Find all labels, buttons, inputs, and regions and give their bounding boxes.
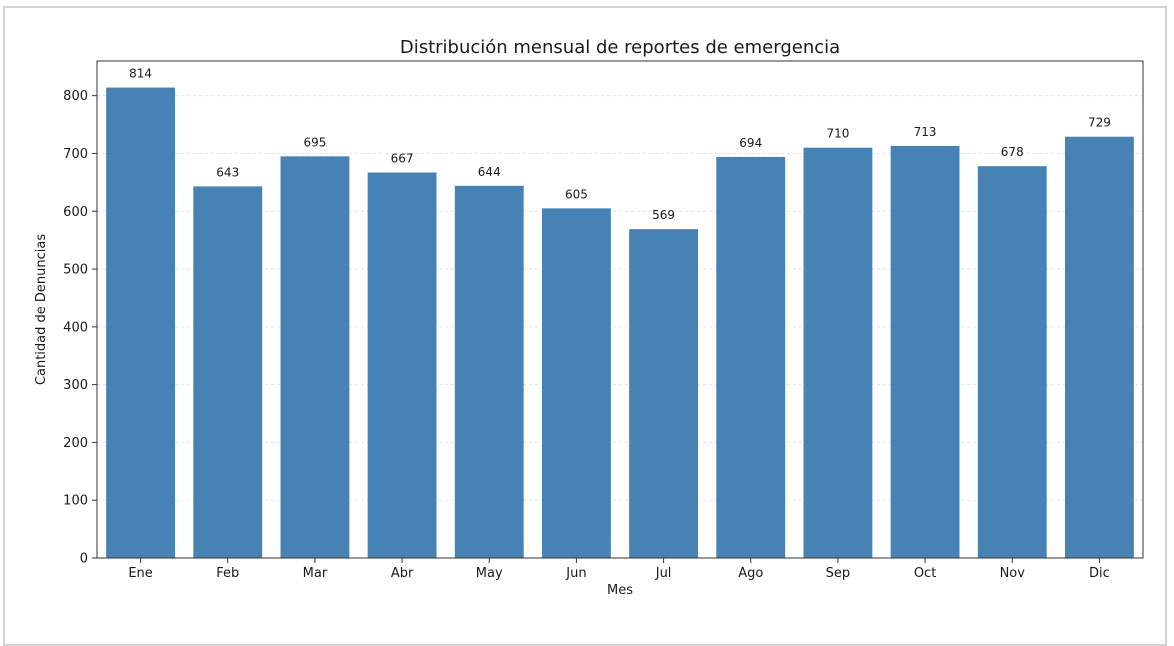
x-tick-label-oct: Oct: [914, 566, 936, 581]
x-tick-label-ago: Ago: [738, 566, 763, 581]
data-label-oct: 713: [914, 125, 937, 139]
y-tick-label: 200: [63, 436, 88, 451]
y-axis: 0 100 200 300 400 500 600 700 800: [63, 89, 97, 567]
bar-feb: [193, 186, 263, 558]
bar-sep: [803, 147, 873, 559]
data-labels: 814 643 695 667 644 605 569 694 710 713 678 729: [129, 67, 1111, 223]
bar-may: [454, 185, 524, 558]
data-label-dic: 729: [1088, 116, 1111, 130]
x-tick-label-abr: Abr: [391, 566, 414, 581]
data-label-ago: 694: [739, 136, 762, 150]
data-label-jun: 605: [565, 187, 588, 201]
chart-title: Distribución mensual de reportes de emer…: [400, 37, 840, 58]
y-tick-label: 700: [63, 147, 88, 162]
bar-chart: 814 643 695 667 644 605 569 694 710 713 678 729 0 10…: [34, 37, 1144, 598]
data-label-sep: 710: [826, 127, 849, 141]
bar-dic: [1064, 136, 1134, 558]
grid-lines: [97, 95, 1143, 501]
plot-area-border: [96, 60, 1144, 559]
x-tick-label-dic: Dic: [1089, 566, 1110, 581]
bar-jul: [629, 229, 699, 558]
x-tick-label-ene: Ene: [128, 566, 152, 581]
y-tick-label: 800: [63, 89, 88, 104]
y-tick-label: 600: [63, 205, 88, 220]
x-tick-label-nov: Nov: [1000, 566, 1026, 581]
data-label-abr: 667: [391, 152, 414, 166]
y-tick-label: 400: [63, 320, 88, 335]
x-axis-label: Mes: [607, 583, 633, 598]
bars: [106, 87, 1134, 559]
x-tick-label-jul: Jul: [655, 566, 672, 581]
bar-ago: [716, 156, 786, 558]
data-label-feb: 643: [216, 165, 239, 179]
data-label-may: 644: [478, 165, 501, 179]
bar-mar: [280, 156, 350, 558]
x-tick-label-jun: Jun: [565, 566, 586, 581]
y-tick-label: 0: [80, 552, 88, 567]
x-tick-label-may: May: [476, 566, 503, 581]
bar-abr: [367, 172, 437, 558]
bar-nov: [977, 166, 1047, 558]
y-tick-label: 500: [63, 263, 88, 278]
bar-oct: [890, 145, 960, 558]
x-tick-label-mar: Mar: [303, 566, 328, 581]
data-label-mar: 695: [303, 135, 326, 149]
y-tick-label: 300: [63, 378, 88, 393]
x-tick-label-feb: Feb: [216, 566, 239, 581]
x-tick-label-sep: Sep: [826, 566, 851, 581]
y-axis-label: Cantidad de Denuncias: [34, 234, 49, 385]
data-label-ene: 814: [129, 67, 152, 81]
bar-ene: [106, 87, 176, 559]
data-label-jul: 569: [652, 208, 675, 222]
y-tick-label: 100: [63, 494, 88, 509]
bar-jun: [541, 208, 611, 558]
data-label-nov: 678: [1001, 145, 1024, 159]
x-axis: Ene Feb Mar Abr May Jun Jul Ago Sep Oct Nov Dic: [128, 558, 1110, 581]
